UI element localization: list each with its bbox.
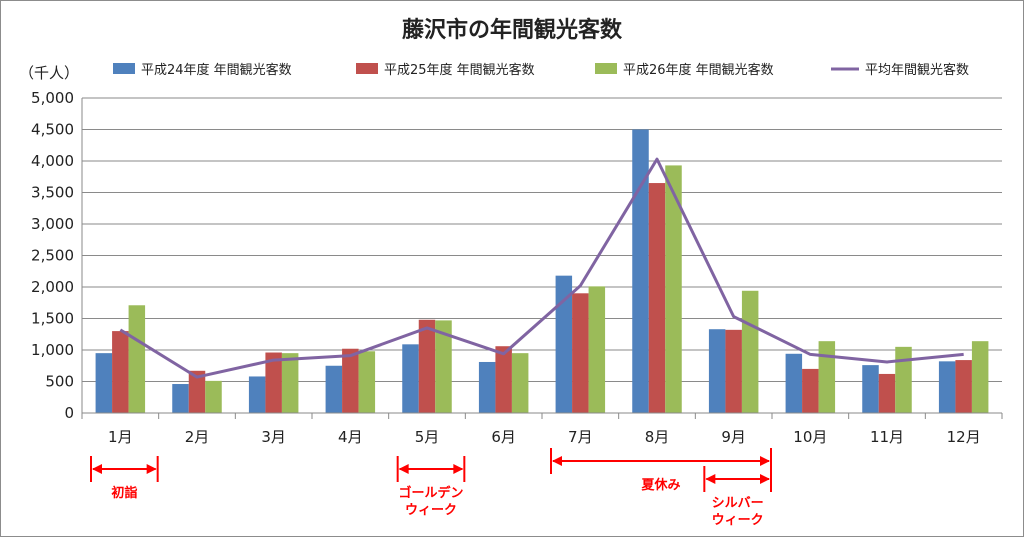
bar bbox=[342, 348, 359, 413]
annotation-label-line: 夏休み bbox=[640, 477, 680, 493]
x-tick-label: 8月 bbox=[645, 428, 670, 446]
bar bbox=[878, 373, 896, 413]
bar bbox=[435, 320, 452, 413]
y-tick-label: 2,000 bbox=[31, 278, 74, 296]
x-tick-label: 9月 bbox=[721, 428, 746, 446]
annotation-label-line: ウィーク bbox=[405, 503, 457, 518]
bar bbox=[895, 346, 912, 413]
annotation-label-line: シルバー bbox=[712, 496, 764, 511]
x-tick-label: 5月 bbox=[415, 428, 440, 446]
annotation-label-line: 初詣 bbox=[111, 485, 137, 501]
arrow-head-left bbox=[398, 464, 409, 474]
bar bbox=[478, 361, 496, 413]
average-line bbox=[119, 157, 964, 379]
y-tick-label: 4,500 bbox=[31, 121, 74, 139]
bar bbox=[971, 341, 989, 413]
arrow-head-right bbox=[453, 464, 464, 474]
axes bbox=[81, 98, 1003, 419]
annotation-label: シルバーウィーク bbox=[712, 496, 764, 528]
x-tick-label: 6月 bbox=[491, 428, 516, 446]
x-tick-label: 11月 bbox=[870, 428, 904, 446]
bar bbox=[708, 329, 726, 413]
bar bbox=[802, 368, 819, 413]
bar bbox=[665, 165, 682, 413]
y-tick-label: 5,000 bbox=[31, 89, 74, 107]
annotation-label: 夏休み bbox=[640, 477, 680, 493]
x-tick-label: 4月 bbox=[338, 428, 363, 446]
bar bbox=[281, 353, 299, 413]
bar bbox=[555, 275, 573, 413]
bar bbox=[741, 290, 759, 413]
bar bbox=[172, 384, 189, 413]
annotation-arrow bbox=[703, 466, 772, 492]
y-tick-label: 0 bbox=[64, 404, 74, 422]
bar bbox=[112, 331, 129, 413]
y-tick-label: 2,500 bbox=[31, 247, 74, 265]
arrow-head-left bbox=[92, 464, 102, 474]
bar bbox=[938, 361, 956, 413]
annotation-label: 初詣 bbox=[111, 485, 137, 501]
arrow-head-left bbox=[705, 474, 716, 484]
arrow-head-right bbox=[760, 474, 770, 484]
bar bbox=[632, 129, 649, 413]
annotation-label-line: ゴールデン bbox=[398, 485, 463, 501]
tick-labels: 0 500 1,000 1,500 2,000 2,500 3,000 3,500 4,000 4… bbox=[31, 89, 981, 446]
x-tick-label: 3月 bbox=[261, 428, 286, 446]
annotation-arrow bbox=[90, 456, 159, 482]
bar bbox=[128, 305, 146, 413]
x-tick-label: 1月 bbox=[108, 428, 133, 446]
annotation-label: ゴールデンウィーク bbox=[398, 485, 463, 518]
x-tick-label: 10月 bbox=[793, 428, 827, 446]
legend-label: 平成24年度 年間観光客数 bbox=[141, 62, 292, 78]
bar bbox=[358, 351, 376, 413]
bar bbox=[648, 183, 666, 413]
annotation-arrow bbox=[396, 456, 466, 482]
bar bbox=[325, 365, 343, 413]
bar bbox=[955, 360, 972, 413]
y-tick-label: 3,000 bbox=[31, 215, 74, 233]
bar bbox=[572, 293, 589, 413]
bar bbox=[95, 353, 113, 413]
arrow-head-right bbox=[146, 464, 157, 474]
x-tick-label: 12月 bbox=[947, 428, 981, 446]
bar bbox=[588, 286, 606, 413]
bar bbox=[511, 353, 529, 413]
bar bbox=[495, 346, 512, 413]
legend-label: 平成25年度 年間観光客数 bbox=[384, 62, 535, 78]
bar bbox=[862, 365, 879, 413]
x-tick-label: 2月 bbox=[185, 428, 210, 446]
series-line bbox=[119, 157, 964, 379]
annotation-label-line: ウィーク bbox=[712, 513, 764, 528]
bar bbox=[418, 319, 436, 413]
bar bbox=[265, 352, 282, 413]
legend-swatch bbox=[113, 63, 135, 74]
legend-label: 平成26年度 年間観光客数 bbox=[623, 62, 774, 78]
arrow-head-right bbox=[760, 456, 770, 466]
y-tick-label: 1,000 bbox=[31, 341, 74, 359]
bar bbox=[248, 376, 266, 413]
chart-title: 藤沢市の年間観光客数 bbox=[402, 17, 623, 43]
bar bbox=[818, 341, 836, 413]
y-tick-label: 1,500 bbox=[31, 310, 74, 328]
legend: 平成24年度 年間観光客数 平成25年度 年間観光客数 平成26年度 年間観光客数 平… bbox=[113, 62, 969, 78]
arrow-head-left bbox=[552, 456, 562, 466]
x-tick-label: 7月 bbox=[568, 428, 593, 446]
bar bbox=[205, 380, 222, 413]
legend-label: 平均年間観光客数 bbox=[865, 62, 969, 78]
annotation-arrow bbox=[550, 448, 772, 474]
bar bbox=[725, 329, 742, 413]
bar bbox=[402, 344, 419, 413]
bar bbox=[785, 353, 803, 413]
legend-swatch bbox=[356, 63, 378, 74]
bar bbox=[188, 370, 206, 413]
y-tick-label: 4,000 bbox=[31, 152, 74, 170]
bars bbox=[95, 129, 989, 413]
legend-swatch bbox=[595, 63, 617, 74]
y-tick-label: 3,500 bbox=[31, 184, 74, 202]
y-tick-label: 500 bbox=[45, 373, 74, 391]
y-unit-label: （千人） bbox=[19, 64, 79, 82]
